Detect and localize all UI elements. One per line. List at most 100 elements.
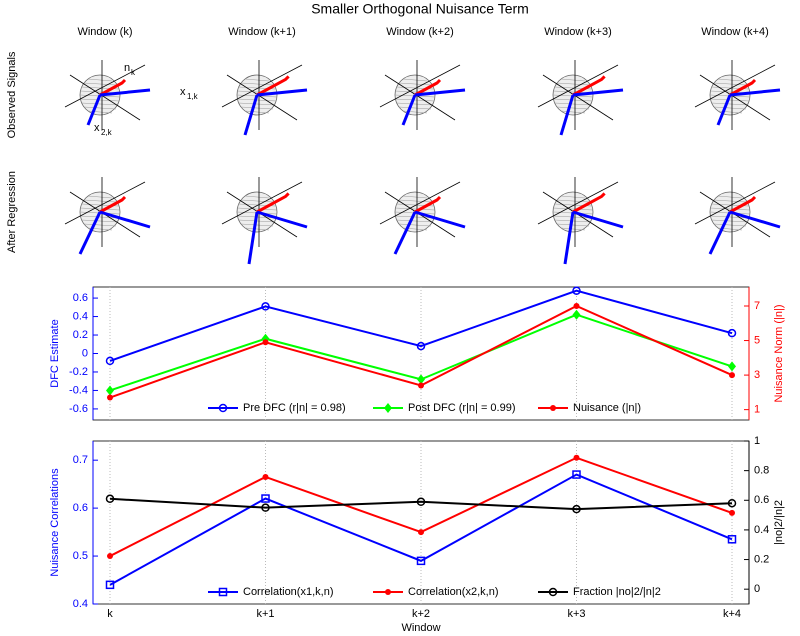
data-point	[218, 403, 228, 413]
row-label: Observed Signals	[6, 51, 18, 138]
signal-vector	[414, 88, 466, 97]
annotation-sub: 1,k	[187, 92, 199, 101]
annotation: x	[180, 86, 186, 98]
sphere-hatch	[395, 207, 435, 211]
data-point	[550, 405, 556, 411]
y-tick-label: 0.5	[73, 550, 88, 562]
nuisance-vector	[414, 195, 442, 214]
axis-line	[537, 64, 619, 108]
axis-line	[221, 181, 303, 225]
y2-axis-label: |no|2/|n|2	[773, 500, 785, 545]
data-point	[418, 382, 424, 389]
signal-vector	[729, 210, 781, 229]
annotation-sub: 2,k	[101, 128, 113, 137]
sphere-hatch	[83, 82, 117, 86]
data-point	[107, 394, 113, 401]
y2-tick-label: 1	[754, 435, 760, 447]
sphere-hatch	[396, 219, 434, 223]
signal-diagram	[537, 177, 624, 265]
y2-tick-label: 7	[754, 300, 760, 312]
sphere-hatch	[396, 102, 434, 106]
sphere-hatch	[398, 106, 432, 110]
y2-tick-label: 3	[754, 369, 760, 381]
sphere-hatch	[711, 219, 749, 223]
sphere-hatch	[402, 195, 428, 199]
data-point	[107, 553, 113, 560]
sphere-hatch	[244, 227, 270, 231]
sphere-hatch	[395, 215, 435, 219]
y-tick-label: -0.4	[69, 384, 88, 396]
sphere-hatch	[240, 106, 274, 110]
nuisance-vector	[572, 75, 606, 97]
signal-vector	[414, 210, 466, 229]
data-point	[416, 341, 426, 351]
sphere-hatch	[80, 207, 120, 211]
y2-tick-label: 0.2	[754, 553, 769, 565]
x-tick-label: k+4	[723, 608, 741, 620]
row-label: After Regression	[6, 171, 18, 253]
series-line	[109, 473, 733, 586]
sphere-hatch	[240, 199, 274, 203]
sphere-hatch	[81, 102, 119, 106]
legend-label: Fraction |no|2/|n|2	[573, 586, 661, 598]
y-tick-label: 0.7	[73, 454, 88, 466]
axis-line	[226, 74, 298, 121]
data-point	[729, 509, 735, 516]
data-point	[729, 372, 735, 379]
nuisance-vector	[99, 78, 127, 97]
data-point	[417, 374, 425, 385]
signal-diagram	[537, 60, 624, 136]
sphere-hatch	[395, 98, 435, 102]
sphere-hatch	[556, 199, 590, 203]
sphere-hatch	[717, 78, 743, 82]
sphere-hatch	[87, 78, 113, 82]
signal-vector	[247, 211, 259, 265]
sphere-hatch	[244, 110, 270, 114]
axis-line	[694, 64, 776, 108]
data-point	[572, 504, 581, 514]
y-tick-label: 0	[82, 347, 88, 359]
series-line	[109, 289, 733, 362]
axis-line	[221, 64, 303, 108]
sphere-hatch	[710, 98, 750, 102]
y-tick-label: 0.6	[73, 292, 88, 304]
data-point	[727, 535, 737, 544]
axis-line	[384, 74, 456, 121]
y2-tick-label: 0.8	[754, 465, 769, 477]
sphere-hatch	[556, 82, 590, 86]
y-tick-label: -0.6	[69, 403, 88, 415]
signal-diagram	[64, 60, 151, 130]
chart: -0.6 -0.4 -0.2 0 0.2 0.4 0.6 1 3 5 7 DFC Estimate Nu…	[49, 286, 785, 421]
window-label: Window (k+4)	[701, 26, 769, 38]
sphere-hatch	[553, 207, 593, 211]
sphere-hatch	[83, 106, 117, 110]
nuisance-vector	[256, 192, 290, 214]
y2-tick-label: 1	[754, 404, 760, 416]
signal-vector	[86, 94, 102, 126]
signal-vector	[256, 210, 308, 229]
legend-label: Post DFC (r|n| = 0.99)	[408, 402, 516, 414]
signal-vector	[708, 211, 732, 255]
x-tick-label: k+3	[567, 608, 585, 620]
data-point	[727, 498, 737, 508]
annotation: x	[94, 122, 100, 134]
data-point	[105, 580, 115, 590]
signal-vector	[99, 88, 151, 97]
sphere-hatch	[83, 223, 117, 227]
data-point	[548, 587, 558, 597]
nuisance-vector	[572, 192, 606, 214]
axis-line	[694, 181, 776, 225]
signal-diagram	[221, 60, 308, 136]
axis-line	[64, 64, 146, 108]
sphere-hatch	[80, 98, 120, 102]
y-tick-label: 0.4	[73, 310, 88, 322]
y2-tick-label: 5	[754, 334, 760, 346]
window-label: Window (k+3)	[544, 26, 612, 38]
sphere-hatch	[80, 215, 120, 219]
sphere-hatch	[556, 223, 590, 227]
data-point	[416, 556, 426, 566]
axis-line	[379, 181, 461, 225]
data-point	[572, 286, 581, 295]
sphere-hatch	[244, 195, 270, 199]
y2-tick-label: 0	[754, 583, 760, 595]
